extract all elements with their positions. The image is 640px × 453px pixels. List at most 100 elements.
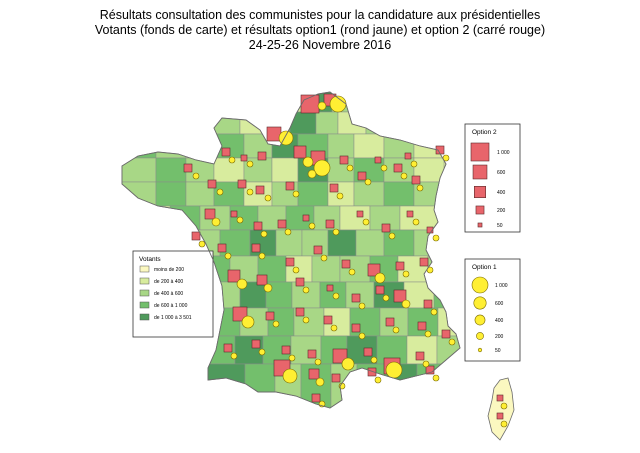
option2-square <box>393 289 407 303</box>
option1-circle <box>382 294 390 302</box>
option1-circle <box>320 254 328 262</box>
option1-circle <box>198 240 206 248</box>
map-title: Résultats consultation des communistes p… <box>0 8 640 53</box>
option2-square <box>367 367 377 377</box>
france-outline <box>121 91 461 409</box>
option1-circle <box>422 360 430 368</box>
option1-circle <box>302 286 310 294</box>
department <box>416 363 460 408</box>
option1-circle <box>284 228 292 236</box>
legend-option1: Option 1 1 000 600 400 200 50 <box>464 258 521 362</box>
option2-square <box>356 210 364 218</box>
option2-square <box>423 299 433 309</box>
legend-option2-label: 1 000 <box>497 150 510 156</box>
option1-circle <box>302 316 310 324</box>
department <box>315 111 339 135</box>
option2-square <box>441 329 451 339</box>
option1-circle <box>362 218 370 226</box>
option2-square <box>237 179 247 189</box>
department <box>339 205 371 231</box>
option2-square <box>223 343 233 353</box>
title-line-2: Votants (fonds de carte) et résultats op… <box>94 23 546 37</box>
legend-option1-label: 400 <box>495 318 504 324</box>
option2-square <box>385 317 395 327</box>
option1-circle <box>402 270 410 278</box>
option2-square <box>230 210 238 218</box>
option2-square <box>496 412 504 420</box>
option2-square <box>323 315 333 325</box>
department <box>155 181 187 207</box>
option1-circle <box>432 234 440 242</box>
department <box>169 205 201 231</box>
department <box>209 111 241 135</box>
legend-option1-circle <box>471 276 489 294</box>
option2-square <box>311 393 321 403</box>
option1-circle <box>216 188 224 196</box>
legend-option2-square <box>477 222 483 228</box>
option1-circle <box>241 315 255 329</box>
option2-square <box>217 243 227 253</box>
option2-square <box>326 284 334 292</box>
department <box>122 157 157 183</box>
legend-option1-circle <box>474 314 486 326</box>
legend-votants-title: Votants <box>139 256 161 263</box>
option2-square <box>204 208 216 220</box>
option2-square <box>277 219 287 229</box>
option2-square <box>285 257 295 267</box>
department <box>399 205 441 231</box>
option1-circle <box>236 278 248 290</box>
option2-square <box>281 345 291 355</box>
option1-circle <box>263 283 273 293</box>
option1-circle <box>332 292 340 300</box>
legend-option2-square <box>472 164 488 180</box>
legend-option2-square <box>475 205 485 215</box>
option2-square <box>351 293 361 303</box>
option1-circle <box>348 268 356 276</box>
option1-circle <box>500 420 508 428</box>
option1-circle <box>412 218 420 226</box>
department <box>122 181 157 207</box>
department <box>155 157 187 183</box>
department <box>327 229 357 257</box>
option1-circle <box>211 217 221 227</box>
department <box>239 111 267 135</box>
department <box>155 133 187 159</box>
department <box>353 181 385 207</box>
option2-square <box>285 181 295 191</box>
legend-option1-title: Option 1 <box>472 264 497 271</box>
legend-option2: Option 2 1 000 600 400 200 50 <box>464 123 521 233</box>
option2-square <box>253 221 263 231</box>
legend-votants: Votants moins de 200 de 200 à 400 de 400 à… <box>132 250 214 338</box>
department <box>355 229 385 257</box>
option2-square <box>265 311 275 321</box>
option1-circle <box>432 374 440 382</box>
option1-circle <box>388 232 396 240</box>
option1-circle <box>401 299 411 309</box>
option1-circle <box>380 164 388 172</box>
option2-square <box>332 348 348 364</box>
option1-circle <box>424 330 432 338</box>
option2-square <box>256 274 268 286</box>
option1-circle <box>448 338 456 346</box>
option2-square <box>351 323 361 333</box>
option2-square <box>331 373 341 383</box>
option2-square <box>308 368 320 380</box>
option1-circle <box>370 356 378 364</box>
option1-circle <box>288 354 296 362</box>
option2-square <box>221 147 231 157</box>
option1-circle <box>258 252 266 260</box>
option1-circle <box>258 348 266 356</box>
option1-circle <box>314 358 322 366</box>
legend-votants-swatch <box>139 301 150 309</box>
option1-circle <box>330 324 338 332</box>
option2-square <box>295 277 305 287</box>
department <box>185 133 215 159</box>
option1-circle <box>400 172 408 180</box>
option1-circle <box>292 190 300 198</box>
option2-square <box>341 259 351 269</box>
legend-votants-swatch <box>139 277 150 285</box>
legend-option1-label: 600 <box>495 301 504 307</box>
department <box>122 133 157 159</box>
department <box>209 281 241 309</box>
